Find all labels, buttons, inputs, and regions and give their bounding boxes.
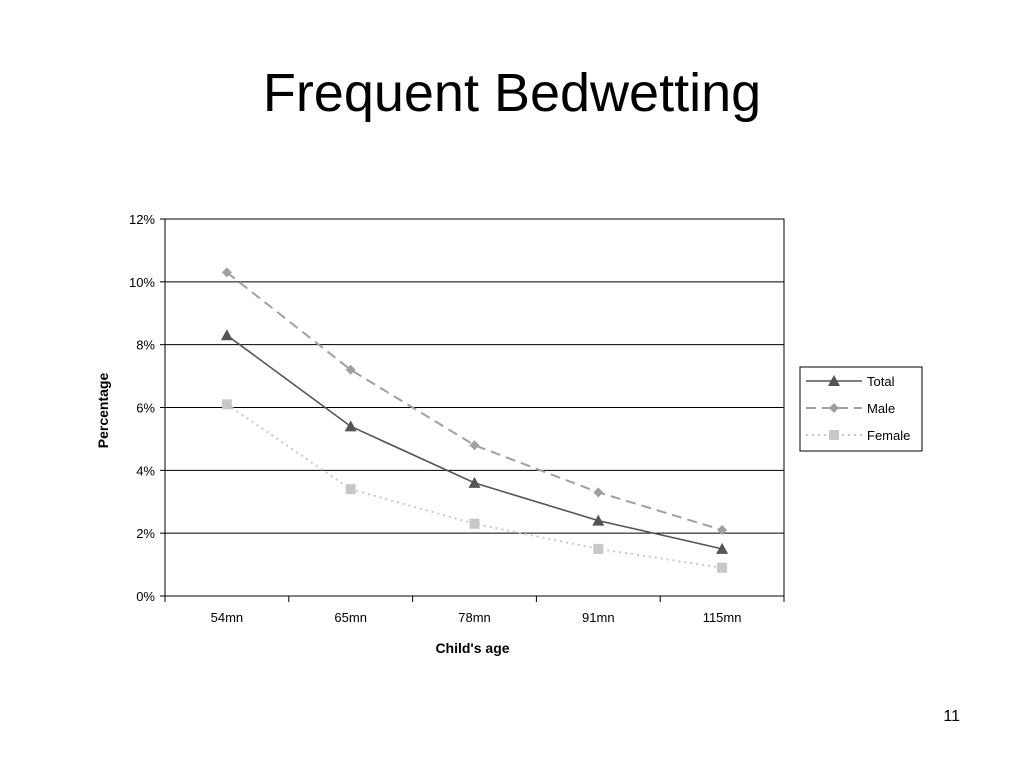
data-point-female <box>469 518 480 529</box>
data-point-total <box>468 476 481 488</box>
x-tick-label: 91mn <box>582 610 615 625</box>
data-point-total <box>220 329 233 341</box>
x-tick-label: 54mn <box>211 610 244 625</box>
data-point-total <box>344 420 357 432</box>
data-point-male <box>593 487 604 498</box>
y-tick-label: 0% <box>136 589 155 604</box>
legend-marker-male <box>829 403 839 413</box>
slide-title: Frequent Bedwetting <box>262 63 762 123</box>
data-point-female <box>221 399 232 410</box>
y-tick-label: 8% <box>136 338 155 353</box>
legend-marker-total <box>828 375 840 386</box>
data-point-female <box>593 543 604 554</box>
data-point-male <box>469 440 480 451</box>
series-line-male <box>226 271 723 531</box>
legend-label-female: Female <box>867 428 910 443</box>
data-point-total <box>592 514 605 526</box>
data-point-male <box>345 364 356 375</box>
legend-label-male: Male <box>867 401 895 416</box>
data-point-male <box>717 525 728 536</box>
slide-number: 11 <box>943 708 960 725</box>
y-tick-label: 4% <box>136 463 155 478</box>
x-tick-label: 115mn <box>703 610 742 625</box>
data-point-male <box>221 267 232 278</box>
x-tick-label: 65mn <box>334 610 367 625</box>
legend-marker-female <box>829 430 839 440</box>
y-axis-title: Percentage <box>95 373 111 449</box>
data-point-total <box>716 542 729 554</box>
y-tick-label: 2% <box>136 526 155 541</box>
legend-label-total: Total <box>867 374 895 389</box>
x-axis-title: Child's age <box>435 640 509 656</box>
y-tick-label: 12% <box>129 212 155 227</box>
data-point-female <box>345 484 356 495</box>
x-tick-label: 78mn <box>458 610 491 625</box>
data-point-female <box>717 562 728 573</box>
y-tick-label: 6% <box>136 401 155 416</box>
y-tick-label: 10% <box>129 275 155 290</box>
